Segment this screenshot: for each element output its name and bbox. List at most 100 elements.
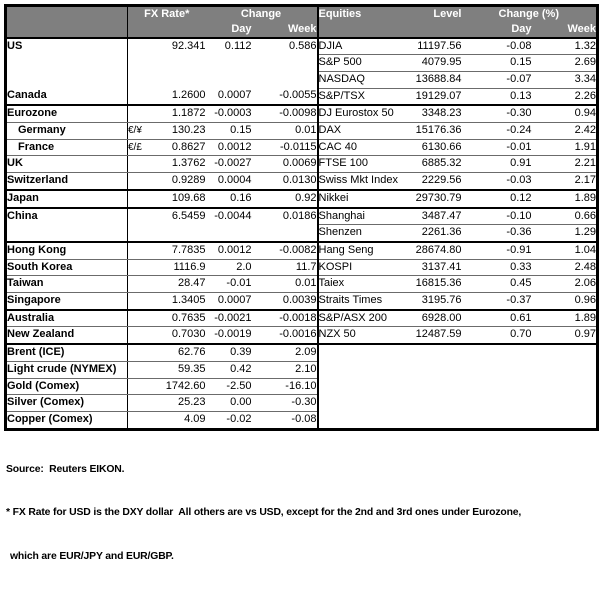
equity-week-change: 0.96 (531, 292, 598, 311)
table-row: UK 1.3762 -0.0027 0.0069 FTSE 100 6885.32 0.91… (5, 155, 598, 174)
country-label: Switzerland (5, 172, 128, 191)
equity-day-change: -0.03 (461, 172, 532, 191)
fx-day-change: 0.0012 (205, 241, 252, 260)
fx-day-change: -2.50 (205, 378, 252, 396)
currency-pair (127, 326, 162, 346)
fx-equities-table: FX Rate* Change Equities Level Change (%… (4, 4, 599, 431)
equity-week-change: 3.34 (531, 71, 598, 89)
fx-rate-value (161, 224, 206, 243)
equity-week-change: 1.32 (531, 37, 598, 56)
currency-pair: €/£ (127, 139, 162, 157)
equity-day-change (462, 411, 532, 429)
equity-label: Straits Times (317, 292, 408, 311)
equity-label: Taiex (317, 275, 408, 294)
table-row: Copper (Comex) 4.09 -0.02 -0.08 (5, 411, 598, 430)
table-row: Light crude (NYMEX) 59.35 0.42 2.10 (5, 361, 598, 379)
fx-rate-value: 62.76 (161, 344, 206, 362)
currency-pair (127, 241, 162, 260)
header-eq-week: Week (531, 21, 598, 39)
equity-week-change: 2.21 (531, 155, 598, 174)
table-row: Eurozone 1.1872 -0.0003 -0.0098 DJ Eurostox … (5, 105, 598, 124)
equity-week-change: 2.48 (531, 259, 598, 277)
fx-week-change: 0.01 (251, 122, 319, 140)
currency-pair (128, 411, 162, 429)
fx-day-change (205, 224, 252, 243)
fx-day-change: 0.0004 (205, 172, 252, 191)
equity-level: 3487.47 (407, 207, 462, 226)
equity-label: NASDAQ (317, 71, 408, 89)
fx-rate-value: 7.7835 (161, 241, 206, 260)
equity-week-change: 2.06 (531, 275, 598, 294)
equity-week-change (532, 344, 598, 361)
fx-rate-value: 0.7635 (161, 309, 206, 328)
equity-label: Hang Seng (317, 241, 408, 260)
fx-day-change: 0.16 (205, 189, 252, 209)
equity-week-change: 1.89 (531, 309, 598, 328)
fx-day-change: 0.15 (205, 122, 252, 140)
equity-week-change (532, 411, 598, 429)
fx-note-line1: * FX Rate for USD is the DXY dollar All … (6, 507, 522, 519)
fx-day-change: -0.0003 (205, 105, 252, 124)
equity-label: Nikkei (317, 189, 408, 209)
country-label: Eurozone (5, 105, 128, 124)
equity-day-change (462, 344, 532, 361)
currency-pair (128, 208, 162, 225)
equity-day-change: -0.37 (461, 292, 532, 311)
fx-day-change (206, 55, 252, 72)
equity-week-change: 2.42 (531, 122, 598, 140)
equity-week-change (532, 361, 598, 378)
currency-pair (127, 309, 162, 328)
fx-day-change: -0.0019 (205, 326, 252, 346)
equity-level: 4079.95 (407, 54, 462, 72)
country-label: Japan (5, 189, 128, 209)
fx-rate-value: 1116.9 (161, 259, 206, 277)
fx-day-change: 2.0 (205, 259, 252, 277)
country-label: US (5, 37, 128, 55)
country-label: Canada (5, 88, 128, 107)
fx-rate-value (162, 55, 206, 72)
equity-level (408, 378, 462, 395)
equity-day-change: 0.70 (461, 326, 532, 346)
equity-day-change: -0.30 (461, 105, 532, 124)
fx-week-change: 0.92 (251, 189, 319, 209)
country-label: France (5, 139, 128, 157)
fx-day-change: 0.39 (205, 344, 252, 362)
fx-week-change: 0.0130 (251, 172, 319, 191)
header-empty (407, 21, 462, 39)
equity-day-change: -0.36 (461, 224, 532, 243)
equity-level: 6130.66 (407, 139, 462, 157)
fx-rate-value: 1.1872 (161, 105, 206, 124)
equity-label (318, 344, 408, 361)
fx-rate-value: 28.47 (161, 275, 206, 294)
equity-label: KOSPI (317, 259, 408, 277)
currency-pair (128, 71, 162, 88)
table-row: Shenzen 2261.36 -0.36 1.29 (5, 224, 598, 243)
equity-level: 3137.41 (407, 259, 462, 277)
equity-week-change (532, 378, 598, 395)
fx-rate-value: 6.5459 (171, 209, 206, 222)
table-row: Singapore 1.3405 0.0007 0.0039 Straits Times… (5, 292, 598, 311)
equity-day-change: 0.13 (461, 88, 532, 107)
table-footnotes: Source: Reuters EIKON. * FX Rate for USD… (6, 434, 596, 593)
fx-week-change: -0.0098 (251, 105, 319, 124)
header-eq-day: Day (461, 21, 532, 39)
fx-week-change: -0.08 (251, 411, 319, 430)
fx-rate-value: 0.7030 (161, 326, 206, 346)
fx-week-change: 0.0039 (251, 292, 319, 311)
equity-week-change: 2.69 (531, 54, 598, 72)
table-row: Japan 109.68 0.16 0.92 Nikkei 29730.79 0.12 1.8… (5, 189, 598, 209)
equity-label: Shenzen (317, 224, 408, 243)
equity-label (318, 411, 408, 429)
header-empty (5, 21, 128, 39)
country-label (5, 224, 128, 243)
fx-week-change: 0.01 (251, 275, 319, 294)
equity-label: Swiss Mkt Index (317, 172, 408, 191)
table-row: Brent (ICE) 62.76 0.39 2.09 (5, 344, 598, 362)
equity-label: DJIA (317, 37, 408, 56)
equity-label: FTSE 100 (317, 155, 408, 174)
country-label: Hong Kong (5, 241, 128, 260)
fx-week-change: -0.0018 (251, 309, 319, 328)
equity-level (408, 395, 462, 412)
equity-week-change (532, 395, 598, 412)
fx-week-change (251, 71, 319, 89)
